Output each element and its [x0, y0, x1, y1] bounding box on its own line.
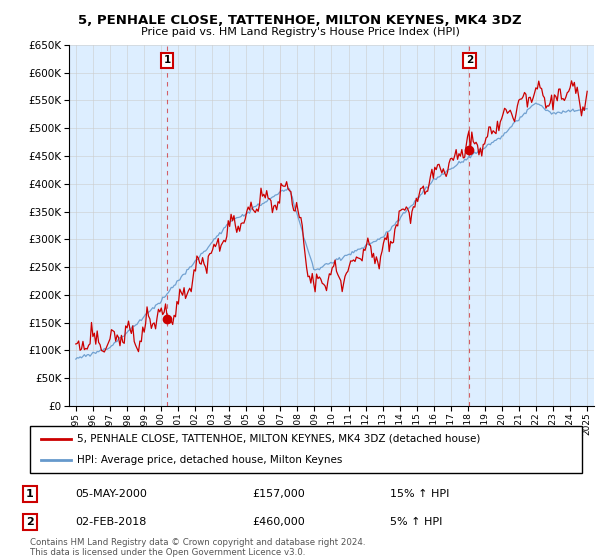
Text: 2: 2	[26, 517, 34, 527]
Text: 15% ↑ HPI: 15% ↑ HPI	[390, 489, 449, 499]
Text: Price paid vs. HM Land Registry's House Price Index (HPI): Price paid vs. HM Land Registry's House …	[140, 27, 460, 37]
Text: £460,000: £460,000	[252, 517, 305, 527]
Text: 02-FEB-2018: 02-FEB-2018	[75, 517, 146, 527]
Text: 5, PENHALE CLOSE, TATTENHOE, MILTON KEYNES, MK4 3DZ (detached house): 5, PENHALE CLOSE, TATTENHOE, MILTON KEYN…	[77, 434, 480, 444]
Text: 05-MAY-2000: 05-MAY-2000	[75, 489, 147, 499]
FancyBboxPatch shape	[30, 426, 582, 473]
Text: 2: 2	[466, 55, 473, 66]
Text: 5, PENHALE CLOSE, TATTENHOE, MILTON KEYNES, MK4 3DZ: 5, PENHALE CLOSE, TATTENHOE, MILTON KEYN…	[78, 14, 522, 27]
Text: £157,000: £157,000	[252, 489, 305, 499]
Text: HPI: Average price, detached house, Milton Keynes: HPI: Average price, detached house, Milt…	[77, 455, 342, 465]
Text: 1: 1	[26, 489, 34, 499]
Text: 5% ↑ HPI: 5% ↑ HPI	[390, 517, 442, 527]
Text: 1: 1	[163, 55, 170, 66]
Text: Contains HM Land Registry data © Crown copyright and database right 2024.
This d: Contains HM Land Registry data © Crown c…	[30, 538, 365, 557]
